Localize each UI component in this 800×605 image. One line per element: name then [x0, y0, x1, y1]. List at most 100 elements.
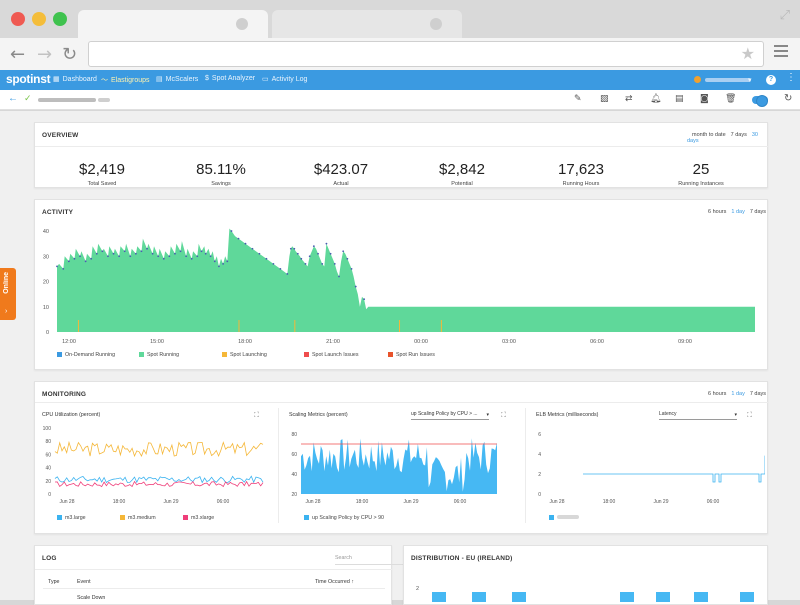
y-tick-label: 6 — [538, 432, 541, 438]
spot-running-point — [204, 252, 207, 255]
more-vertical-icon[interactable]: ⋮ — [786, 72, 796, 83]
range-1-day[interactable]: 1 day — [731, 391, 745, 397]
expand-icon[interactable]: ⛶ — [254, 411, 259, 419]
divider — [35, 402, 769, 403]
spot-running-point — [157, 255, 160, 258]
star-icon[interactable]: ★ — [740, 44, 755, 63]
spot-running-point — [329, 252, 332, 255]
hamburger-icon[interactable] — [774, 45, 788, 60]
swap-icon[interactable]: ⇄ — [625, 94, 633, 104]
divider — [35, 146, 769, 147]
expand-icon[interactable]: ⛶ — [747, 411, 752, 419]
range-month-to-date[interactable]: month to date — [692, 132, 726, 138]
spot-running-point — [333, 262, 336, 265]
spot-running-point — [146, 247, 148, 250]
help-icon[interactable]: ? — [766, 75, 776, 85]
x-tick-label: 03:00 — [502, 339, 516, 345]
edit-configuration-icon[interactable]: ▨ — [600, 94, 609, 104]
trend-icon: 〜 — [101, 77, 108, 84]
m3-large-line — [54, 475, 264, 484]
chevron-down-icon: ▾ — [486, 412, 489, 418]
y-tick-label: 40 — [43, 229, 49, 235]
bell-icon[interactable]: 🔔︎ — [650, 94, 662, 104]
spot-running-point — [73, 257, 76, 260]
edit-icon[interactable]: ✎ — [574, 94, 582, 104]
overview-title: OVERVIEW — [42, 132, 79, 139]
clipboard-icon[interactable]: ▤ — [675, 94, 684, 104]
distribution-bar — [512, 592, 526, 602]
nav-spot-analyzer[interactable]: $ Spot Analyzer — [205, 75, 256, 82]
refresh-icon[interactable]: ↻ — [784, 93, 793, 104]
scaling-policy-select[interactable]: up Scaling Policy by CPU > ... ▾ — [411, 411, 489, 420]
nav-mcscalers[interactable]: ▤ McScalers — [156, 76, 199, 83]
divider — [278, 408, 279, 523]
legend-scaling-policy: up Scaling Policy by CPU > 90 — [304, 515, 384, 521]
range-7-days[interactable]: 7 days — [749, 391, 767, 397]
close-tab-icon[interactable] — [236, 18, 248, 30]
browser-tab-active[interactable] — [78, 10, 268, 38]
range-1-day[interactable]: 1 day — [731, 209, 745, 215]
nav-activity-log[interactable]: ▭ Activity Log — [262, 76, 308, 83]
range-6-hours[interactable]: 6 hours — [708, 391, 727, 397]
user-account-name[interactable] — [705, 78, 751, 82]
spot-running-point — [222, 262, 225, 265]
address-bar[interactable]: ★ — [88, 41, 764, 67]
column-type[interactable]: Type — [48, 579, 60, 585]
spot-running-point — [304, 262, 307, 265]
x-tick-label: 18:00 — [603, 499, 616, 505]
divider — [525, 408, 526, 523]
range-30-days[interactable]: 30 days — [687, 132, 758, 144]
y-tick-label: 20 — [43, 280, 49, 286]
x-tick-label: Jun 28 — [549, 499, 564, 505]
spot-running-point — [296, 252, 299, 255]
reload-icon[interactable]: ↻ — [62, 44, 78, 65]
spot-running-point — [209, 255, 212, 258]
expand-icon[interactable]: ⛶ — [501, 411, 506, 419]
nav-elastigroups[interactable]: 〜 Elastigroups — [101, 77, 150, 84]
x-tick-label: 06:00 — [454, 499, 467, 505]
legend-spot-launching: Spot Launching — [222, 352, 267, 358]
back-arrow-icon[interactable]: ← — [8, 93, 18, 104]
y-tick-label: 80 — [45, 439, 51, 445]
chevron-down-icon[interactable]: ▾ — [748, 77, 752, 84]
maximize-window-icon[interactable] — [53, 12, 67, 26]
elb-metric-select[interactable]: Latency ▾ — [659, 411, 737, 420]
range-6-hours[interactable]: 6 hours — [708, 209, 727, 215]
overview-range-selector: month to date 7 days 30 days — [687, 132, 767, 144]
column-time-occurred[interactable]: Time Occurred ↑ — [315, 579, 354, 585]
browser-tab-inactive[interactable] — [272, 10, 462, 38]
close-tab-icon[interactable] — [430, 18, 442, 30]
column-event[interactable]: Event — [77, 579, 91, 585]
range-7-days[interactable]: 7 days — [730, 132, 747, 138]
spot-running-point — [213, 260, 216, 263]
x-tick-label: 18:00 — [238, 339, 252, 345]
back-arrow-icon[interactable]: ← — [10, 44, 26, 65]
spot-running-point — [123, 250, 126, 253]
spot-running-point — [179, 250, 182, 253]
spotinst-logo[interactable]: spotinst — [6, 72, 51, 86]
trash-icon[interactable]: 🗑︎ — [725, 94, 737, 104]
close-window-icon[interactable] — [11, 12, 25, 26]
x-tick-label: Jun 28 — [59, 499, 74, 505]
user-avatar[interactable] — [694, 76, 701, 83]
spot-running-point — [226, 260, 229, 263]
minimize-window-icon[interactable] — [32, 12, 46, 26]
stat-running-instances: 25 Running Instances — [678, 161, 724, 187]
stat-actual: $423.07 Actual — [313, 161, 369, 187]
window-icon[interactable]: ◙ — [700, 94, 709, 104]
dollar-icon: $ — [205, 75, 209, 82]
nav-dashboard[interactable]: ▦ Dashboard — [53, 76, 97, 83]
spot-running-point — [151, 252, 154, 255]
y-tick-label: 10 — [43, 305, 49, 311]
fullscreen-icon[interactable]: ⤢ — [779, 8, 790, 23]
log-search-input[interactable]: Search — [335, 555, 419, 565]
spot-running-point — [112, 252, 115, 255]
spot-launching-bar — [440, 320, 442, 332]
range-7-days[interactable]: 7 days — [749, 209, 767, 215]
forward-arrow-icon[interactable]: → — [37, 44, 53, 65]
y-tick-label: 60 — [45, 452, 51, 458]
elb-latency-line — [583, 455, 765, 483]
group-enable-toggle[interactable] — [752, 95, 768, 107]
online-status-tab[interactable]: Online › — [0, 268, 16, 320]
spot-running-point — [321, 262, 324, 265]
